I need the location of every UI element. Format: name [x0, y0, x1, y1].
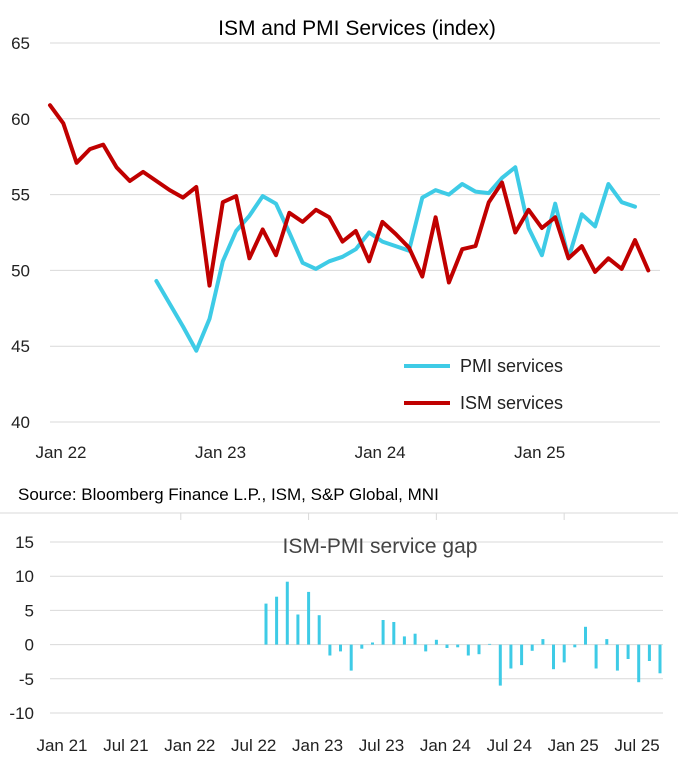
bottom-x-tick-label: Jul 21: [103, 736, 148, 755]
gap-bar: [573, 644, 577, 648]
top-chart-x-axis: Jan 22 Jan 23 Jan 24 Jan 25: [35, 443, 565, 462]
legend-ism-label: ISM services: [460, 393, 563, 413]
top-x-tick-label: Jan 24: [355, 443, 406, 462]
top-chart-y-axis: 40 45 50 55 60 65: [11, 34, 30, 432]
bottom-x-tick-label: Jan 23: [292, 736, 343, 755]
bottom-chart-title: ISM-PMI service gap: [283, 535, 478, 558]
legend-pmi-label: PMI services: [460, 356, 563, 376]
gap-bar: [424, 644, 428, 652]
top-y-tick-label: 65: [11, 34, 30, 53]
bottom-x-tick-label: Jul 25: [614, 736, 659, 755]
bottom-chart-x-axis: Jan 21 Jul 21 Jan 22 Jul 22 Jan 23 Jul 23 Jan …: [36, 736, 659, 755]
bottom-chart-gridlines: [0, 512, 678, 714]
ism-pmi-chart: ISM and PMI Services (index) 40 45 50 55 60 6…: [11, 17, 660, 462]
bottom-x-tick-label: Jul 22: [231, 736, 276, 755]
ism-series-line: [48, 103, 651, 288]
gap-bar: [328, 644, 332, 656]
gap-bar: [307, 591, 311, 645]
source-note: Source: Bloomberg Finance L.P., ISM, S&P…: [18, 485, 439, 504]
gap-bar: [541, 639, 545, 645]
gap-bar: [264, 603, 268, 645]
gap-bar: [296, 614, 300, 645]
bottom-chart-y-axis: -10 -5 0 5 10 15: [9, 533, 34, 723]
gap-bar: [285, 581, 289, 645]
bottom-y-tick-label: 5: [25, 601, 34, 620]
top-x-tick-label: Jan 23: [195, 443, 246, 462]
gap-bar: [562, 644, 566, 663]
gap-bar: [658, 644, 662, 674]
gap-bar: [552, 644, 555, 670]
bottom-x-tick-label: Jan 21: [36, 736, 87, 755]
gap-chart: ISM-PMI service gap -10 -5 0 5 10 15 Jan 21 Ju…: [0, 512, 678, 755]
bottom-chart-bars: [264, 581, 662, 686]
gap-bar: [360, 644, 364, 649]
top-x-tick-label: Jan 22: [35, 443, 86, 462]
gap-bar: [392, 622, 396, 645]
gap-bar: [530, 644, 534, 651]
gap-bar: [626, 644, 630, 659]
gap-bar: [413, 633, 417, 645]
bottom-y-tick-label: 0: [25, 636, 34, 655]
gap-bar: [605, 639, 609, 645]
top-y-tick-label: 55: [11, 186, 30, 205]
gap-bar: [434, 639, 438, 645]
gap-bar: [339, 644, 342, 652]
bottom-x-tick-label: Jul 23: [359, 736, 404, 755]
top-y-tick-label: 50: [11, 261, 30, 280]
bottom-y-tick-label: 10: [15, 567, 34, 586]
gap-bar: [317, 615, 321, 645]
gap-bar: [520, 644, 524, 666]
gap-bar: [477, 644, 481, 655]
gap-bar: [349, 644, 353, 671]
bottom-y-tick-label: -5: [19, 670, 34, 689]
pmi-series-line: [154, 165, 637, 353]
gap-bar: [456, 644, 460, 648]
top-chart-legend: PMI services ISM services: [404, 356, 563, 413]
gap-bar: [647, 644, 651, 661]
bottom-y-tick-label: 15: [15, 533, 34, 552]
gap-bar: [445, 644, 449, 648]
gap-bar: [509, 644, 513, 669]
gap-bar: [594, 644, 598, 669]
gap-bar: [402, 636, 406, 645]
top-y-tick-label: 45: [11, 337, 30, 356]
gap-bar: [615, 644, 619, 671]
gap-bar: [381, 620, 385, 645]
gap-bar: [498, 644, 502, 686]
gap-bar: [371, 642, 374, 645]
gap-bar: [488, 643, 492, 645]
bottom-x-tick-label: Jan 24: [420, 736, 471, 755]
bottom-y-tick-label: -10: [9, 704, 34, 723]
gap-bar: [275, 596, 279, 645]
top-y-tick-label: 60: [11, 110, 30, 129]
bottom-x-tick-label: Jul 24: [487, 736, 532, 755]
gap-bar: [584, 626, 587, 645]
top-x-tick-label: Jan 25: [514, 443, 565, 462]
bottom-x-tick-label: Jan 25: [548, 736, 599, 755]
top-chart-gridlines: [50, 42, 660, 423]
gap-bar: [466, 644, 470, 656]
gap-bar: [637, 644, 641, 683]
top-chart-title: ISM and PMI Services (index): [218, 17, 496, 40]
top-chart-series: [48, 103, 651, 353]
top-y-tick-label: 40: [11, 413, 30, 432]
bottom-x-tick-label: Jan 22: [164, 736, 215, 755]
